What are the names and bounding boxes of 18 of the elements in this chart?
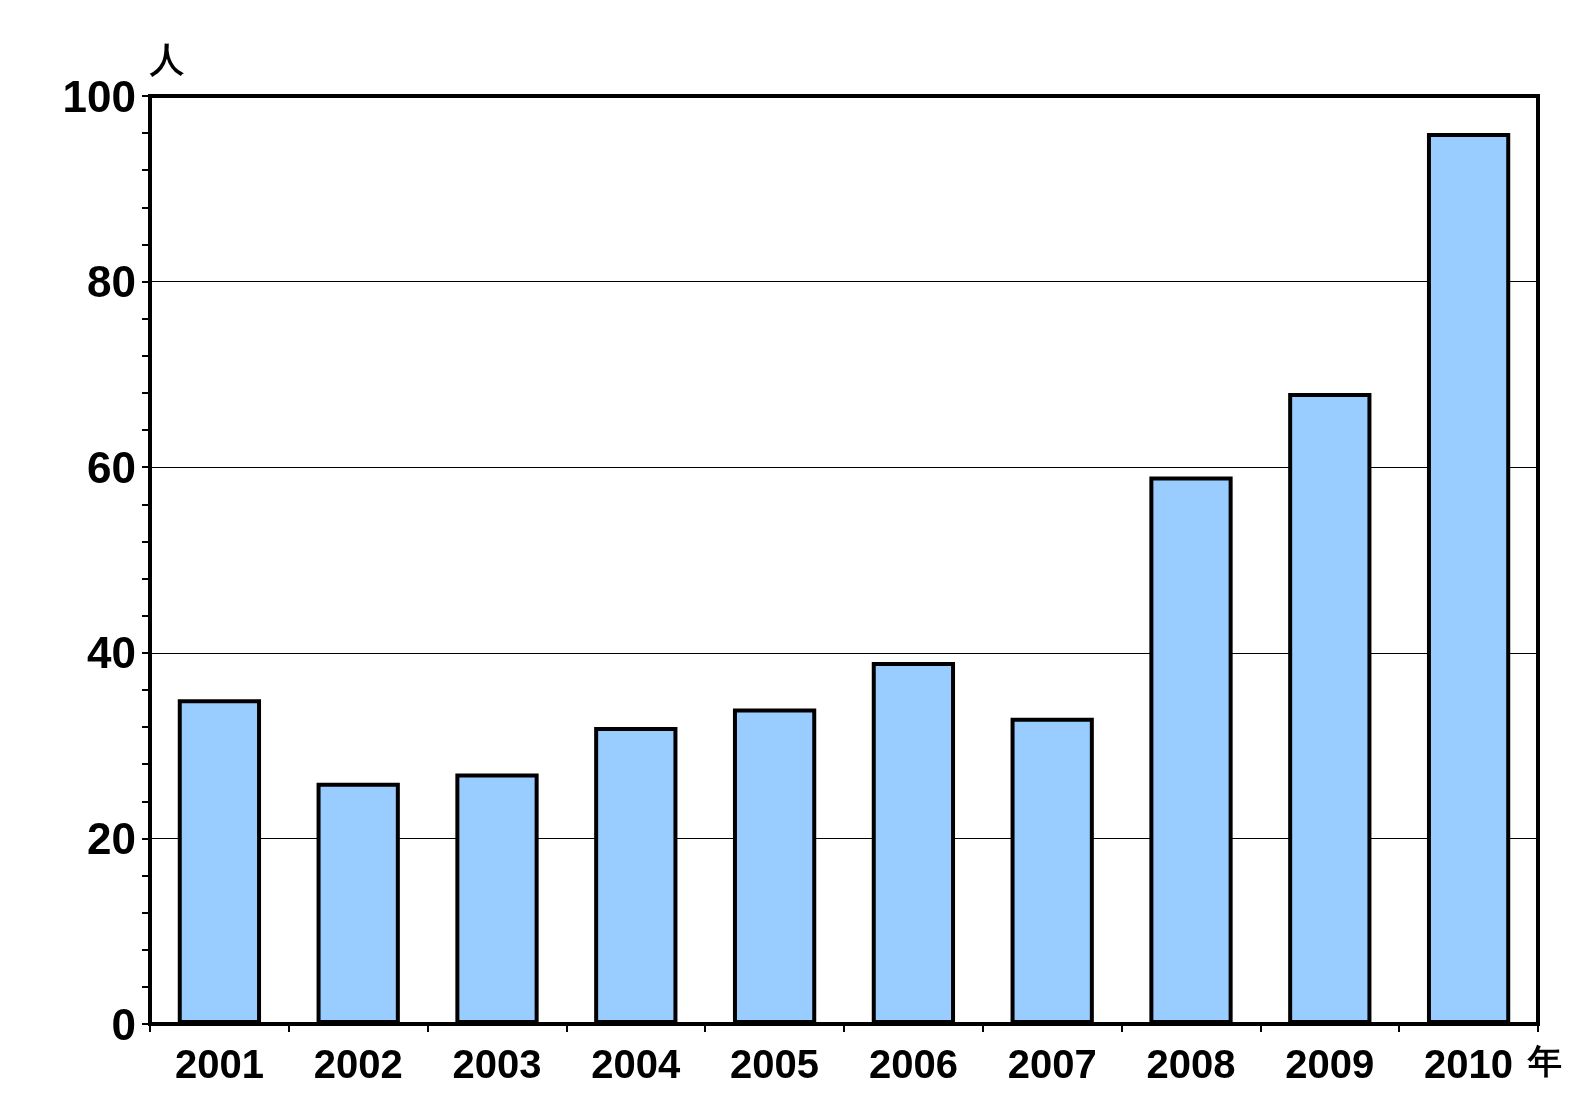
y-tick-label: 100 xyxy=(62,71,136,121)
x-tick-label: 2003 xyxy=(452,1042,542,1086)
y-tick-label: 60 xyxy=(87,442,136,492)
x-tick-label: 2001 xyxy=(174,1042,264,1086)
x-tick-label: 2008 xyxy=(1146,1042,1236,1086)
x-tick-label: 2005 xyxy=(730,1042,820,1086)
x-tick-label: 2010 xyxy=(1424,1042,1514,1086)
y-tick-label: 20 xyxy=(87,813,136,863)
y-axis-title: 人 xyxy=(149,40,185,78)
x-axis-title: 年 xyxy=(1527,1042,1562,1080)
y-tick-label: 0 xyxy=(111,999,136,1049)
x-tick-label: 2007 xyxy=(1007,1042,1097,1086)
x-tick-label: 2009 xyxy=(1285,1042,1375,1086)
y-tick-label: 40 xyxy=(87,628,136,678)
y-tick-label: 80 xyxy=(87,257,136,307)
x-tick-label: 2002 xyxy=(313,1042,403,1086)
x-tick-label: 2004 xyxy=(591,1042,682,1086)
x-tick-label: 2006 xyxy=(868,1042,958,1086)
